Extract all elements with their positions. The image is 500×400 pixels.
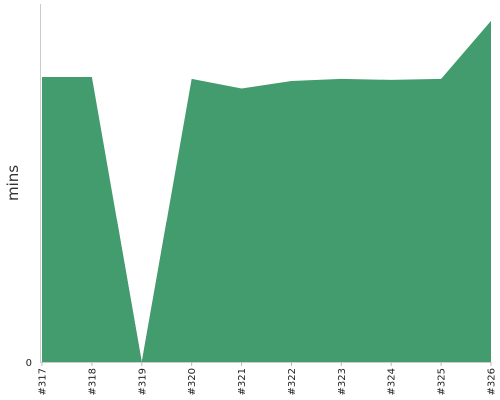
x-tick-label: #318 [87, 368, 98, 395]
series-area-layer [41, 20, 492, 363]
tick-labels: #317 #318 #319 #320 #321 #322 #323 #324 #325 #326… [26, 358, 498, 395]
x-tick-label: #326 [487, 368, 498, 395]
x-tick-label: #325 [437, 368, 448, 395]
series-area [42, 20, 491, 363]
x-tick-label: #324 [387, 368, 398, 395]
x-tick-label: #322 [287, 368, 298, 395]
x-tick-label: #317 [38, 368, 49, 395]
x-tick-label: #320 [187, 368, 198, 395]
y-axis-title: mins [4, 165, 22, 201]
x-tick-label: #321 [237, 368, 248, 395]
y-tick-label: 0 [26, 358, 32, 369]
x-tick-label: #323 [337, 368, 348, 395]
axes [40, 4, 492, 366]
x-tick-label: #319 [137, 368, 148, 395]
